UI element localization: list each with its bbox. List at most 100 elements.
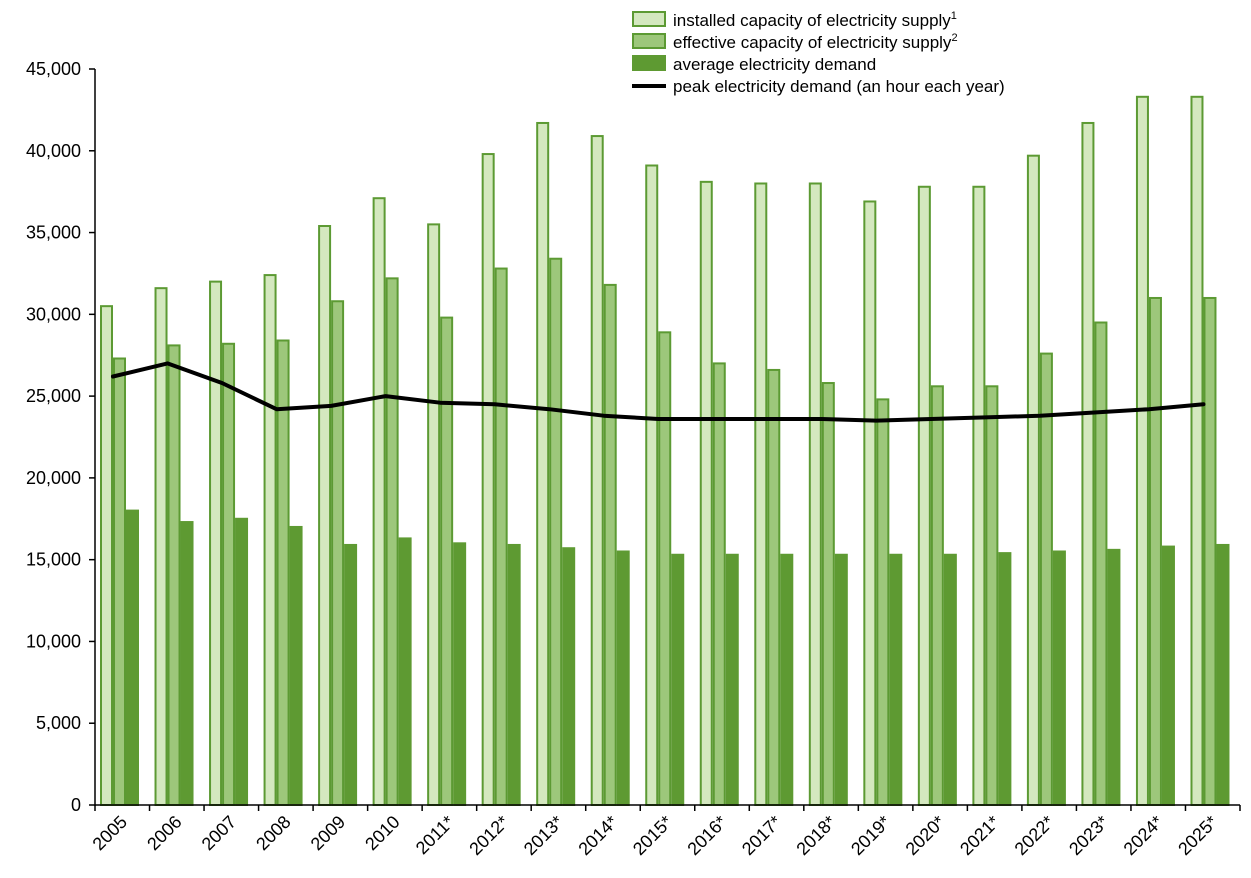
line-peak-electricity-demand-an-hour-each-year bbox=[111, 361, 1206, 423]
bar-installed-capacity-of-electricity-supply-2019 bbox=[863, 200, 877, 807]
bar-average-electricity-demand-2015 bbox=[671, 553, 685, 807]
x-tick-label-2011: 2011* bbox=[412, 812, 458, 858]
x-tick-label-2010: 2010 bbox=[361, 812, 403, 854]
bar-installed-capacity-of-electricity-supply-2012 bbox=[481, 153, 495, 806]
bar-installed-capacity-of-electricity-supply-2017 bbox=[754, 182, 768, 806]
y-tick-label: 35,000 bbox=[26, 223, 81, 243]
x-tick-label-2021: 2021* bbox=[956, 812, 1003, 859]
bar-average-electricity-demand-2005 bbox=[126, 509, 139, 806]
legend: installed capacity of electricity supply… bbox=[632, 10, 1005, 96]
bar-installed-capacity-of-electricity-supply-2009 bbox=[318, 225, 332, 807]
bar-average-electricity-demand-2023 bbox=[1107, 548, 1121, 806]
bar-installed-capacity-of-electricity-supply-2007 bbox=[209, 280, 223, 807]
bar-average-electricity-demand-2018 bbox=[834, 553, 848, 807]
bar-average-electricity-demand-2013 bbox=[562, 547, 576, 806]
bar-effective-capacity-of-electricity-supply-2017 bbox=[767, 368, 781, 806]
bar-effective-capacity-of-electricity-supply-2020 bbox=[930, 385, 944, 806]
x-tick-label-2017: 2017* bbox=[738, 812, 785, 859]
bar-installed-capacity-of-electricity-supply-2011 bbox=[427, 223, 441, 806]
bar-installed-capacity-of-electricity-supply-2014 bbox=[590, 135, 604, 806]
x-tick-label-2008: 2008 bbox=[252, 812, 294, 854]
x-tick-label-2005: 2005 bbox=[89, 812, 131, 854]
bar-installed-capacity-of-electricity-supply-2010 bbox=[372, 197, 386, 807]
bar-effective-capacity-of-electricity-supply-2014 bbox=[603, 283, 617, 807]
legend-footnote-marker: 1 bbox=[951, 10, 957, 22]
x-tick-label-2019: 2019* bbox=[847, 812, 894, 859]
bar-effective-capacity-of-electricity-supply-2025 bbox=[1203, 296, 1217, 806]
x-tick-label-2013: 2013* bbox=[520, 812, 567, 859]
bar-effective-capacity-of-electricity-supply-2019 bbox=[876, 398, 890, 806]
bar-installed-capacity-of-electricity-supply-2021 bbox=[972, 185, 986, 806]
y-tick-label: 5,000 bbox=[36, 713, 81, 733]
bar-installed-capacity-of-electricity-supply-2005 bbox=[100, 305, 113, 806]
legend-label-peak-electricity-demand-an-hour-each-year: peak electricity demand (an hour each ye… bbox=[673, 77, 1005, 96]
x-tick-label-2024: 2024* bbox=[1120, 812, 1167, 859]
x-tick-label-2022: 2022* bbox=[1011, 812, 1058, 859]
legend-footnote-marker: 2 bbox=[951, 32, 957, 44]
y-tick-label: 30,000 bbox=[26, 304, 81, 324]
y-tick-label: 40,000 bbox=[26, 141, 81, 161]
peak-demand-line-layer bbox=[111, 361, 1206, 423]
bar-average-electricity-demand-2019 bbox=[889, 553, 903, 807]
legend-label-installed-capacity-of-electricity-supply: installed capacity of electricity supply… bbox=[673, 10, 957, 30]
legend-swatch-installed-capacity-of-electricity-supply bbox=[632, 11, 666, 27]
bar-installed-capacity-of-electricity-supply-2013 bbox=[536, 121, 550, 807]
x-tick-label-2006: 2006 bbox=[143, 812, 185, 854]
bar-installed-capacity-of-electricity-supply-2020 bbox=[917, 185, 931, 806]
legend-label-average-electricity-demand: average electricity demand bbox=[673, 55, 876, 74]
bar-average-electricity-demand-2022 bbox=[1052, 550, 1066, 806]
bar-average-electricity-demand-2020 bbox=[943, 553, 957, 807]
y-tick-label: 25,000 bbox=[26, 386, 81, 406]
x-tick-label-2020: 2020* bbox=[902, 812, 949, 859]
y-tick-label: 15,000 bbox=[26, 550, 81, 570]
x-tick-label-2007: 2007 bbox=[198, 812, 240, 854]
bar-installed-capacity-of-electricity-supply-2022 bbox=[1026, 154, 1040, 806]
bar-average-electricity-demand-2010 bbox=[398, 537, 412, 806]
bar-installed-capacity-of-electricity-supply-2008 bbox=[263, 274, 277, 806]
bar-effective-capacity-of-electricity-supply-2015 bbox=[658, 331, 672, 806]
x-tick-label-2025: 2025* bbox=[1174, 812, 1221, 859]
bar-average-electricity-demand-2025 bbox=[1216, 543, 1230, 806]
bar-effective-capacity-of-electricity-supply-2022 bbox=[1039, 352, 1053, 806]
bar-installed-capacity-of-electricity-supply-2025 bbox=[1190, 95, 1204, 806]
bar-average-electricity-demand-2011 bbox=[453, 542, 467, 806]
bar-average-electricity-demand-2007 bbox=[235, 517, 249, 806]
bar-effective-capacity-of-electricity-supply-2021 bbox=[985, 385, 999, 806]
bar-effective-capacity-of-electricity-supply-2010 bbox=[385, 277, 399, 806]
bar-installed-capacity-of-electricity-supply-2016 bbox=[699, 180, 713, 806]
bar-average-electricity-demand-2008 bbox=[289, 525, 303, 806]
bar-average-electricity-demand-2021 bbox=[998, 552, 1012, 806]
bar-effective-capacity-of-electricity-supply-2016 bbox=[712, 362, 726, 806]
x-tick-label-2015: 2015* bbox=[629, 812, 676, 859]
bar-installed-capacity-of-electricity-supply-2015 bbox=[645, 164, 659, 806]
bar-average-electricity-demand-2017 bbox=[780, 553, 794, 807]
bar-installed-capacity-of-electricity-supply-2024 bbox=[1135, 95, 1149, 806]
bars-layer bbox=[100, 95, 1230, 807]
bar-effective-capacity-of-electricity-supply-2009 bbox=[331, 300, 345, 806]
legend-swatch-average-electricity-demand bbox=[632, 55, 666, 71]
bar-effective-capacity-of-electricity-supply-2024 bbox=[1148, 296, 1162, 806]
y-tick-label: 20,000 bbox=[26, 468, 81, 488]
y-tick-label: 45,000 bbox=[26, 59, 81, 79]
bar-average-electricity-demand-2009 bbox=[344, 543, 358, 806]
legend-swatch-effective-capacity-of-electricity-supply bbox=[632, 33, 666, 49]
bar-effective-capacity-of-electricity-supply-2011 bbox=[440, 316, 454, 806]
bar-effective-capacity-of-electricity-supply-2023 bbox=[1094, 321, 1108, 806]
x-tick-label-2018: 2018* bbox=[792, 812, 839, 859]
legend-label-effective-capacity-of-electricity-supply: effective capacity of electricity supply… bbox=[673, 32, 958, 52]
x-tick-label-2023: 2023* bbox=[1065, 812, 1112, 859]
bar-average-electricity-demand-2006 bbox=[180, 521, 194, 806]
bar-average-electricity-demand-2014 bbox=[616, 550, 630, 806]
bar-installed-capacity-of-electricity-supply-2023 bbox=[1081, 121, 1095, 807]
bar-effective-capacity-of-electricity-supply-2006 bbox=[167, 344, 181, 806]
bar-average-electricity-demand-2024 bbox=[1161, 545, 1175, 806]
x-tick-label-2016: 2016* bbox=[683, 812, 730, 859]
bar-effective-capacity-of-electricity-supply-2005 bbox=[113, 357, 126, 806]
bar-effective-capacity-of-electricity-supply-2013 bbox=[549, 257, 563, 807]
bar-average-electricity-demand-2012 bbox=[507, 543, 521, 806]
y-tick-label: 10,000 bbox=[26, 631, 81, 651]
bar-average-electricity-demand-2016 bbox=[725, 553, 739, 807]
x-tick-label-2014: 2014* bbox=[574, 812, 621, 859]
bar-effective-capacity-of-electricity-supply-2012 bbox=[494, 267, 508, 806]
